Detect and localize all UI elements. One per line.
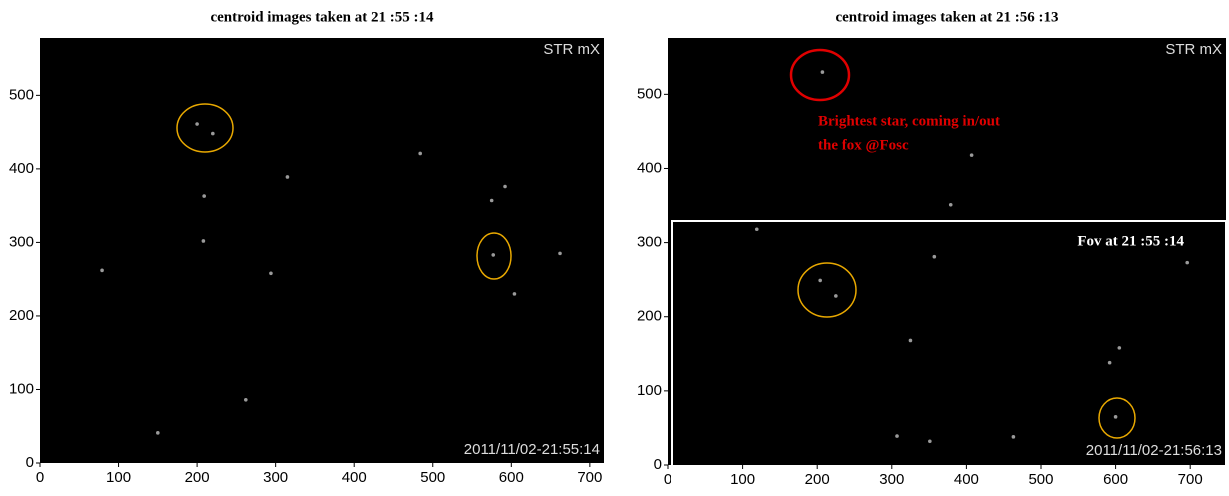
y-tick-label: 200 [9, 307, 34, 324]
star [490, 199, 494, 203]
y-tick-label: 300 [9, 233, 34, 250]
x-tick-label: 500 [1028, 471, 1053, 488]
star [211, 132, 215, 136]
x-tick-label: 600 [499, 469, 524, 486]
y-tick-label: 400 [9, 160, 34, 177]
star [1108, 361, 1112, 365]
x-tick-label: 0 [36, 469, 44, 486]
y-tick-label: 500 [637, 85, 662, 102]
x-tick-label: 200 [805, 471, 830, 488]
star [909, 339, 913, 343]
x-tick-label: 100 [106, 469, 131, 486]
star [491, 253, 495, 257]
annotation: STR mX [1165, 41, 1222, 58]
y-tick-label: 0 [654, 456, 662, 473]
x-tick-label: 400 [342, 469, 367, 486]
annotation: 2011/11/02-21:55:14 [464, 441, 600, 458]
x-tick-label: 700 [577, 469, 602, 486]
star [834, 294, 838, 298]
x-tick-label: 300 [879, 471, 904, 488]
star [1114, 415, 1118, 419]
star [558, 252, 562, 256]
annotation: STR mX [543, 41, 600, 58]
y-tick-label: 100 [637, 382, 662, 399]
chart-title: centroid images taken at 21 :56 :13 [835, 9, 1058, 25]
star [156, 431, 160, 435]
star [1012, 435, 1016, 439]
star [1118, 346, 1122, 350]
star [286, 175, 290, 179]
x-tick-label: 700 [1178, 471, 1203, 488]
x-tick-label: 0 [664, 471, 672, 488]
star [949, 203, 953, 207]
plot-area [668, 38, 1226, 465]
annotation: the fox @Fosc [818, 137, 909, 153]
x-tick-label: 300 [263, 469, 288, 486]
x-tick-label: 100 [730, 471, 755, 488]
star [513, 292, 517, 296]
star [202, 239, 206, 243]
star [244, 398, 248, 402]
y-tick-label: 100 [9, 380, 34, 397]
y-tick-label: 0 [26, 454, 34, 471]
star [755, 227, 759, 231]
star [195, 122, 199, 126]
star [928, 439, 932, 443]
star [202, 194, 206, 198]
plot-area [40, 38, 604, 463]
x-tick-label: 200 [185, 469, 210, 486]
x-tick-label: 500 [420, 469, 445, 486]
star [1185, 261, 1189, 265]
y-tick-label: 400 [637, 159, 662, 176]
star [933, 255, 937, 259]
star [821, 70, 825, 74]
annotation: Fov at 21 :55 :14 [1077, 233, 1184, 249]
star [418, 152, 422, 156]
annotation: 2011/11/02-21:56:13 [1086, 442, 1222, 459]
x-tick-label: 400 [954, 471, 979, 488]
star [895, 434, 899, 438]
y-tick-label: 300 [637, 234, 662, 251]
chart-title: centroid images taken at 21 :55 :14 [210, 9, 434, 25]
star [269, 271, 273, 275]
star [970, 153, 974, 157]
star [100, 269, 104, 273]
screenshot: centroid images taken at 21 :55 :14 0 100 2… [0, 0, 1229, 491]
star [503, 185, 507, 189]
x-tick-label: 600 [1103, 471, 1128, 488]
annotation: Brightest star, coming in/out [818, 113, 1000, 129]
y-tick-label: 200 [637, 308, 662, 325]
star [818, 279, 822, 283]
y-tick-label: 500 [9, 86, 34, 103]
